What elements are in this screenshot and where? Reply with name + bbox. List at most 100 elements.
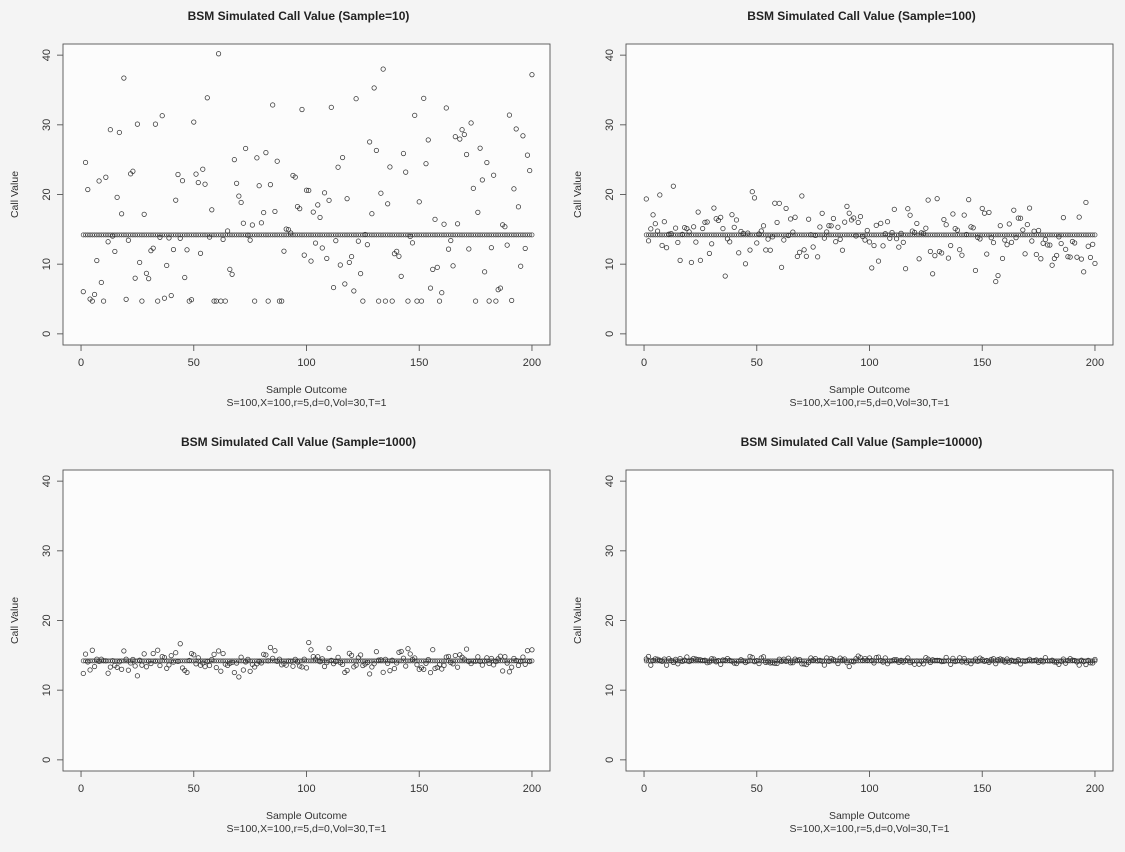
data-point bbox=[864, 227, 870, 234]
data-point bbox=[272, 208, 278, 214]
data-point bbox=[299, 106, 305, 113]
data-point bbox=[860, 233, 866, 239]
data-point bbox=[236, 193, 242, 199]
data-point bbox=[502, 654, 508, 660]
data-point bbox=[234, 180, 240, 186]
data-point bbox=[706, 250, 712, 256]
data-point bbox=[760, 223, 767, 229]
data-point bbox=[373, 147, 379, 153]
data-point bbox=[396, 253, 402, 259]
data-point bbox=[1087, 660, 1094, 666]
x-tick-label: 0 bbox=[78, 783, 84, 795]
data-point bbox=[468, 120, 474, 126]
data-point bbox=[873, 222, 879, 228]
data-point bbox=[121, 75, 127, 81]
data-point bbox=[161, 654, 168, 661]
y-tick-label: 30 bbox=[604, 119, 616, 131]
plot-area bbox=[62, 469, 551, 772]
data-point bbox=[89, 647, 95, 653]
data-point bbox=[303, 187, 310, 193]
data-point bbox=[94, 257, 100, 264]
data-point bbox=[103, 174, 109, 180]
data-point bbox=[479, 662, 485, 668]
data-point bbox=[758, 228, 764, 234]
data-point bbox=[702, 219, 708, 225]
data-point bbox=[972, 267, 979, 274]
data-point bbox=[177, 641, 183, 647]
data-point bbox=[441, 221, 447, 227]
data-point bbox=[132, 663, 138, 669]
data-point bbox=[475, 654, 481, 660]
data-point bbox=[882, 655, 888, 661]
data-point bbox=[749, 654, 755, 661]
data-point bbox=[400, 655, 407, 661]
data-point bbox=[1029, 238, 1035, 244]
data-point bbox=[103, 658, 109, 664]
data-point bbox=[709, 241, 715, 247]
data-point bbox=[184, 669, 190, 675]
data-point bbox=[112, 248, 118, 254]
data-point bbox=[1051, 659, 1057, 665]
data-point bbox=[139, 298, 145, 304]
data-point bbox=[659, 242, 665, 249]
plot-area bbox=[625, 43, 1114, 346]
data-point bbox=[445, 653, 452, 660]
data-point bbox=[461, 131, 467, 138]
data-point bbox=[454, 664, 461, 670]
x-axis-label: Sample Outcome bbox=[266, 384, 347, 396]
data-point bbox=[1069, 657, 1075, 663]
data-point bbox=[101, 298, 107, 304]
data-point bbox=[522, 661, 528, 667]
data-point bbox=[810, 244, 816, 250]
data-point bbox=[673, 225, 679, 231]
data-point bbox=[1090, 241, 1096, 247]
data-point bbox=[459, 127, 465, 133]
data-point bbox=[1054, 252, 1060, 259]
data-point bbox=[193, 661, 199, 667]
mean-point bbox=[527, 232, 533, 238]
data-point bbox=[957, 247, 963, 253]
data-point bbox=[80, 670, 86, 677]
x-tick-label: 50 bbox=[188, 357, 200, 369]
data-point bbox=[134, 673, 140, 679]
data-point bbox=[191, 119, 197, 125]
data-point bbox=[82, 159, 89, 166]
data-point bbox=[788, 216, 794, 222]
data-point bbox=[161, 295, 168, 301]
data-point bbox=[373, 649, 379, 655]
data-point bbox=[484, 159, 490, 166]
data-point bbox=[918, 230, 924, 236]
data-point bbox=[143, 270, 149, 276]
data-point bbox=[855, 219, 861, 225]
data-point bbox=[765, 236, 771, 242]
data-point bbox=[1092, 260, 1098, 267]
data-point bbox=[425, 137, 431, 143]
data-point bbox=[364, 659, 370, 666]
data-point bbox=[731, 660, 737, 666]
data-point bbox=[851, 215, 857, 221]
data-point bbox=[871, 242, 877, 249]
data-point bbox=[274, 158, 280, 164]
data-point bbox=[988, 235, 994, 241]
data-point bbox=[215, 51, 222, 57]
data-point bbox=[85, 186, 91, 193]
data-point bbox=[891, 656, 897, 663]
data-point bbox=[238, 654, 244, 660]
data-point bbox=[423, 161, 429, 167]
data-point bbox=[1078, 256, 1085, 262]
data-point bbox=[1011, 658, 1017, 664]
data-point bbox=[351, 288, 357, 294]
data-point bbox=[772, 660, 778, 666]
data-point bbox=[993, 279, 999, 285]
data-point bbox=[880, 659, 886, 665]
y-axis-label: Call Value bbox=[9, 597, 21, 644]
data-point bbox=[513, 126, 519, 132]
data-point bbox=[511, 186, 517, 192]
data-point bbox=[249, 222, 255, 228]
data-point bbox=[488, 655, 494, 661]
data-point bbox=[529, 647, 535, 653]
data-point bbox=[116, 129, 122, 136]
data-point bbox=[297, 663, 303, 669]
data-point bbox=[211, 651, 217, 657]
